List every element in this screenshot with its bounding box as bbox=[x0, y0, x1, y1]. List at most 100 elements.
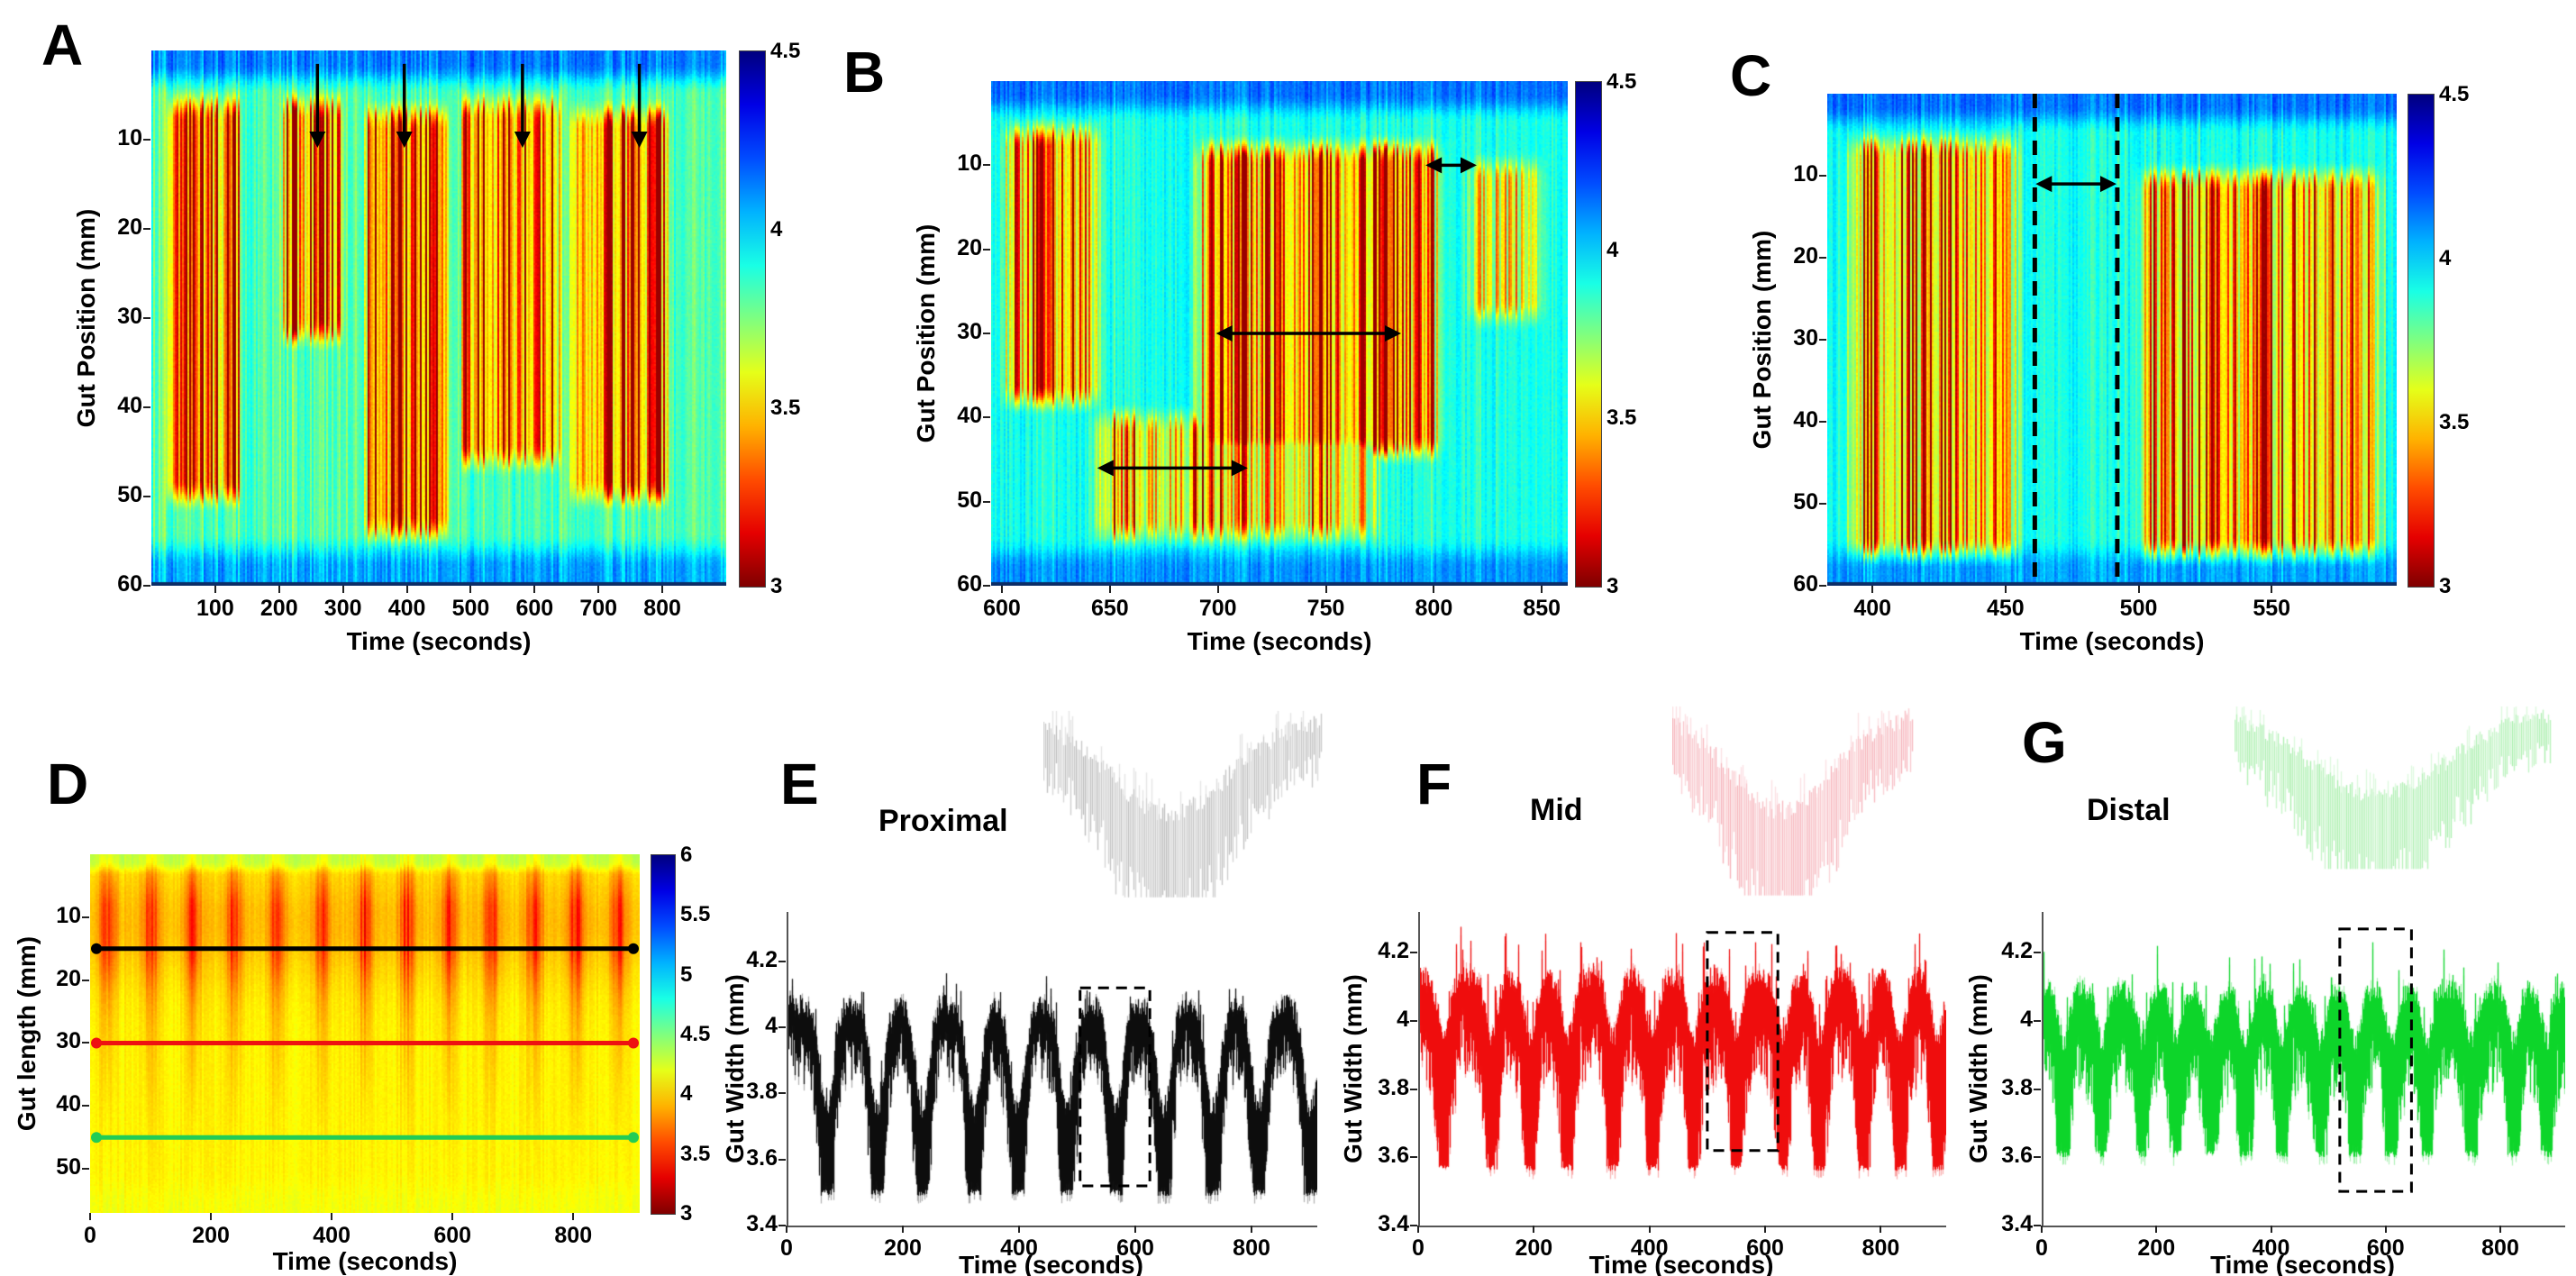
y-tick-label: 40 bbox=[56, 1091, 81, 1117]
inset-zoom-trace-mid bbox=[1672, 706, 1914, 899]
y-tick-label: 60 bbox=[1793, 571, 1818, 597]
y-tick-mark bbox=[1819, 175, 1826, 177]
x-tick-mark bbox=[902, 1226, 904, 1233]
y-tick-label: 50 bbox=[957, 487, 982, 513]
colorbar-tick-label: 4 bbox=[2439, 246, 2452, 270]
x-tick-label: 800 bbox=[1233, 1235, 1270, 1261]
y-tick-mark bbox=[1819, 421, 1826, 423]
colorbar-tick-label: 3.5 bbox=[1607, 406, 1637, 431]
heatmap-canvas-d bbox=[90, 854, 640, 1213]
y-tick-label: 3.6 bbox=[1378, 1143, 1409, 1169]
x-tick-mark bbox=[1134, 1226, 1137, 1233]
panel-letter-e: E bbox=[780, 752, 819, 816]
zoom-region-dashed-box bbox=[1079, 986, 1151, 1188]
panel-letter-g: G bbox=[2022, 710, 2067, 775]
scan-line-endpoint bbox=[628, 1132, 639, 1144]
x-tick-mark bbox=[341, 586, 344, 593]
y-tick-mark bbox=[778, 1092, 786, 1095]
x-tick-label: 500 bbox=[2119, 596, 2158, 621]
x-tick-mark bbox=[1871, 586, 1874, 593]
x-tick-mark bbox=[2499, 1226, 2501, 1233]
x-tick-label: 700 bbox=[579, 596, 618, 621]
colorbar-tick-label: 5 bbox=[680, 962, 693, 987]
colorbar-tick-label: 4.5 bbox=[1607, 69, 1637, 94]
x-tick-mark bbox=[451, 1213, 454, 1220]
colorbar-tick-label: 4 bbox=[680, 1081, 693, 1107]
arrow-down-head bbox=[631, 131, 648, 148]
x-tick-mark bbox=[1417, 1226, 1419, 1233]
y-tick-mark bbox=[1819, 257, 1826, 259]
y-tick-label: 40 bbox=[1793, 407, 1818, 433]
y-tick-label: 3.6 bbox=[2001, 1143, 2033, 1169]
x-tick-label: 800 bbox=[643, 596, 681, 621]
zoom-region-dashed-box bbox=[2338, 927, 2413, 1193]
colorbar-tick-label: 4.5 bbox=[770, 39, 801, 63]
colorbar-tick-label: 3 bbox=[680, 1201, 693, 1226]
y-tick-mark bbox=[2034, 1020, 2041, 1023]
trace-canvas-distal bbox=[2042, 912, 2565, 1227]
y-tick-label: 4.2 bbox=[2001, 938, 2033, 964]
y-tick-label: 50 bbox=[56, 1154, 81, 1180]
x-tick-mark bbox=[2004, 586, 2007, 593]
y-tick-label: 10 bbox=[117, 125, 142, 150]
y-tick-mark bbox=[1410, 1156, 1417, 1159]
scan-line-endpoint bbox=[91, 1037, 102, 1049]
x-tick-label: 600 bbox=[1116, 1235, 1154, 1261]
y-tick-mark bbox=[2034, 1156, 2041, 1159]
y-tick-label: 4 bbox=[1397, 1007, 1409, 1033]
y-axis-label-f: Gut Width (mm) bbox=[1339, 974, 1367, 1163]
y-tick-mark bbox=[143, 406, 150, 408]
y-axis-label-e: Gut Width (mm) bbox=[721, 974, 749, 1163]
double-arrow-head-right bbox=[1460, 157, 1477, 174]
x-tick-mark bbox=[1324, 586, 1327, 593]
scan-line-endpoint bbox=[628, 1037, 639, 1049]
double-arrow-head-left bbox=[1215, 325, 1233, 342]
panel-letter-b: B bbox=[843, 40, 886, 105]
colorbar-tick-label: 4 bbox=[1607, 237, 1619, 262]
x-tick-label: 450 bbox=[1987, 596, 2025, 621]
arrow-down-head bbox=[514, 131, 531, 148]
x-tick-mark bbox=[1018, 1226, 1021, 1233]
x-tick-mark bbox=[1764, 1226, 1767, 1233]
y-tick-mark bbox=[143, 496, 150, 497]
y-tick-mark bbox=[143, 317, 150, 319]
y-tick-label: 60 bbox=[117, 571, 142, 597]
x-axis-label-c: Time (seconds) bbox=[2019, 627, 2205, 655]
colorbar-tick-label: 4.5 bbox=[680, 1022, 711, 1046]
x-tick-label: 200 bbox=[192, 1223, 230, 1248]
x-axis-label-d: Time (seconds) bbox=[272, 1247, 458, 1275]
y-tick-label: 20 bbox=[56, 965, 81, 991]
colorbar-tick-label: 3 bbox=[1607, 574, 1619, 598]
y-tick-mark bbox=[82, 1042, 89, 1044]
arrow-down-head bbox=[396, 131, 413, 148]
colorbar-tick-label: 5.5 bbox=[680, 902, 711, 927]
y-tick-mark bbox=[778, 960, 786, 962]
y-tick-label: 3.6 bbox=[746, 1144, 778, 1171]
x-tick-mark bbox=[1251, 1226, 1253, 1233]
y-tick-label: 4 bbox=[765, 1013, 778, 1039]
x-tick-mark bbox=[1880, 1226, 1882, 1233]
y-tick-mark bbox=[778, 1026, 786, 1029]
heatmap-canvas-b bbox=[991, 81, 1568, 586]
x-tick-mark bbox=[1541, 586, 1543, 593]
y-tick-mark bbox=[1410, 1088, 1417, 1090]
trace-canvas-proximal bbox=[787, 912, 1317, 1227]
heatmap-canvas-c bbox=[1827, 94, 2397, 586]
y-tick-label: 30 bbox=[957, 319, 982, 344]
y-tick-label: 20 bbox=[1793, 243, 1818, 269]
x-tick-label: 0 bbox=[2035, 1235, 2048, 1261]
x-tick-label: 400 bbox=[1853, 596, 1892, 621]
colorbar-b bbox=[1575, 81, 1602, 588]
y-tick-mark bbox=[778, 1225, 786, 1226]
panel-letter-d: D bbox=[47, 752, 89, 816]
y-tick-mark bbox=[1410, 1020, 1417, 1023]
y-tick-label: 40 bbox=[957, 403, 982, 429]
x-tick-label: 100 bbox=[196, 596, 234, 621]
x-tick-mark bbox=[2137, 586, 2140, 593]
x-tick-label: 800 bbox=[2481, 1235, 2519, 1261]
colorbar-tick-label: 3.5 bbox=[770, 396, 801, 420]
